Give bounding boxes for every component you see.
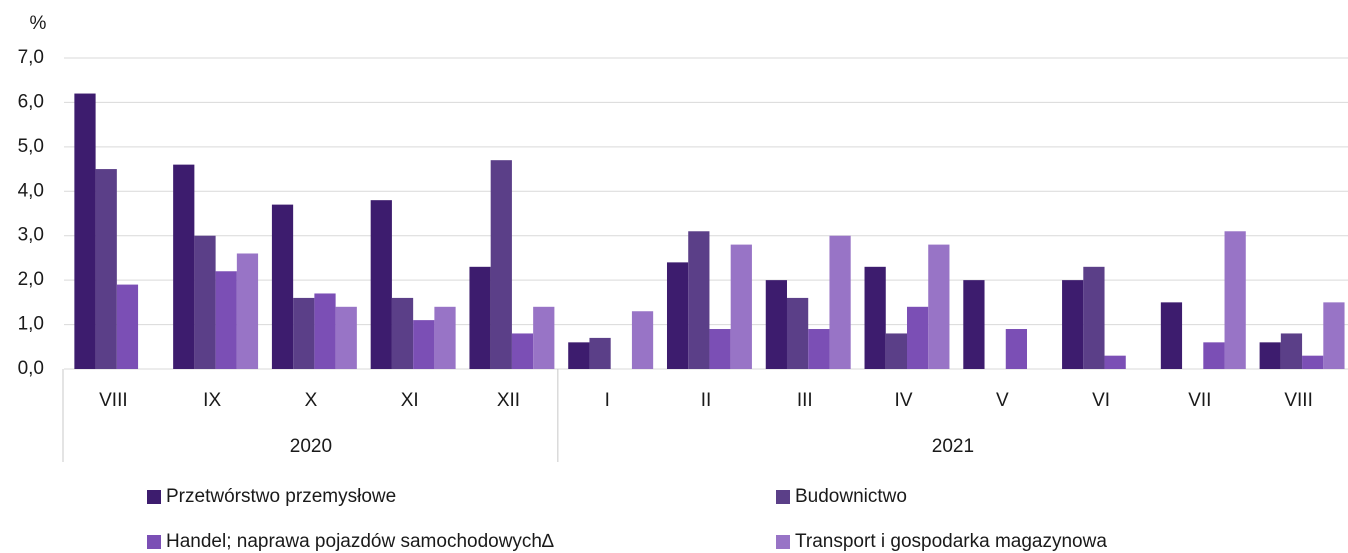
bar: [1224, 231, 1246, 369]
legend-label: Handel; naprawa pojazdów samochodowych∆: [166, 531, 554, 552]
legend-swatch: [147, 490, 161, 504]
bar: [1203, 342, 1225, 369]
x-tick-label: VI: [1092, 390, 1110, 411]
bar: [1062, 280, 1084, 369]
bar: [116, 284, 139, 369]
bar: [688, 231, 710, 369]
x-tick-label: VIII: [1284, 390, 1313, 411]
bar: [391, 297, 414, 369]
x-tick-label: II: [701, 390, 712, 411]
bar: [864, 266, 886, 369]
y-tick-label: 6,0: [18, 91, 44, 112]
x-tick-label: VIII: [99, 390, 128, 411]
x-tick-label: X: [305, 390, 318, 411]
bar: [74, 93, 96, 370]
legend-swatch: [776, 535, 790, 549]
y-tick-label: 0,0: [18, 358, 44, 379]
bar: [1323, 302, 1345, 369]
x-tick-label: XI: [401, 390, 419, 411]
x-tick-label: III: [797, 390, 813, 411]
bar: [1280, 333, 1303, 369]
y-tick-label: 4,0: [18, 180, 44, 201]
bar: [786, 297, 809, 369]
group-label: 2021: [932, 436, 974, 457]
bar: [765, 280, 787, 369]
y-tick-label: 3,0: [18, 225, 44, 246]
bar: [730, 244, 752, 369]
legend-label: Transport i gospodarka magazynowa: [795, 531, 1107, 552]
bar: [928, 244, 950, 369]
legend-label: Budownictwo: [795, 486, 907, 507]
bar: [490, 160, 512, 369]
x-tick-label: V: [996, 390, 1009, 411]
y-tick-label: 2,0: [18, 269, 44, 290]
bar: [271, 204, 294, 369]
bar: [194, 235, 216, 369]
bar: [568, 342, 590, 369]
x-tick-label: IV: [895, 390, 913, 411]
bar: [1259, 342, 1281, 369]
x-tick-label: VII: [1188, 390, 1211, 411]
bar: [1302, 355, 1324, 369]
bar: [469, 266, 491, 369]
legend-swatch: [147, 535, 161, 549]
bar: [808, 329, 830, 369]
y-tick-label: 5,0: [18, 136, 44, 157]
y-tick-label: 7,0: [18, 47, 44, 68]
bar: [963, 280, 985, 369]
group-label: 2020: [290, 436, 332, 457]
bar: [434, 306, 456, 369]
bar: [370, 200, 392, 369]
legend-swatch: [776, 490, 790, 504]
x-tick-label: XII: [497, 390, 520, 411]
bar: [589, 337, 611, 369]
bar: [95, 169, 117, 369]
y-axis-label: %: [30, 13, 47, 34]
bar: [829, 235, 851, 369]
bar: [236, 253, 259, 369]
bar: [885, 333, 907, 369]
bar: [511, 333, 534, 369]
bar: [413, 320, 435, 369]
bar: [293, 297, 315, 369]
bar: [173, 164, 195, 369]
bar: [1104, 355, 1126, 369]
bar: [1005, 329, 1027, 369]
bar: [215, 271, 237, 369]
bar: [335, 306, 357, 369]
bar: [1083, 266, 1105, 369]
bar: [906, 306, 929, 369]
x-tick-label: I: [605, 390, 610, 411]
x-tick-label: IX: [203, 390, 221, 411]
bar: [631, 311, 654, 369]
bar: [709, 329, 731, 369]
bar: [1160, 302, 1183, 369]
y-tick-label: 1,0: [18, 314, 44, 335]
bar: [666, 262, 689, 369]
bar: [314, 293, 336, 369]
legend-label: Przetwórstwo przemysłowe: [166, 486, 396, 507]
bar: [533, 306, 555, 369]
